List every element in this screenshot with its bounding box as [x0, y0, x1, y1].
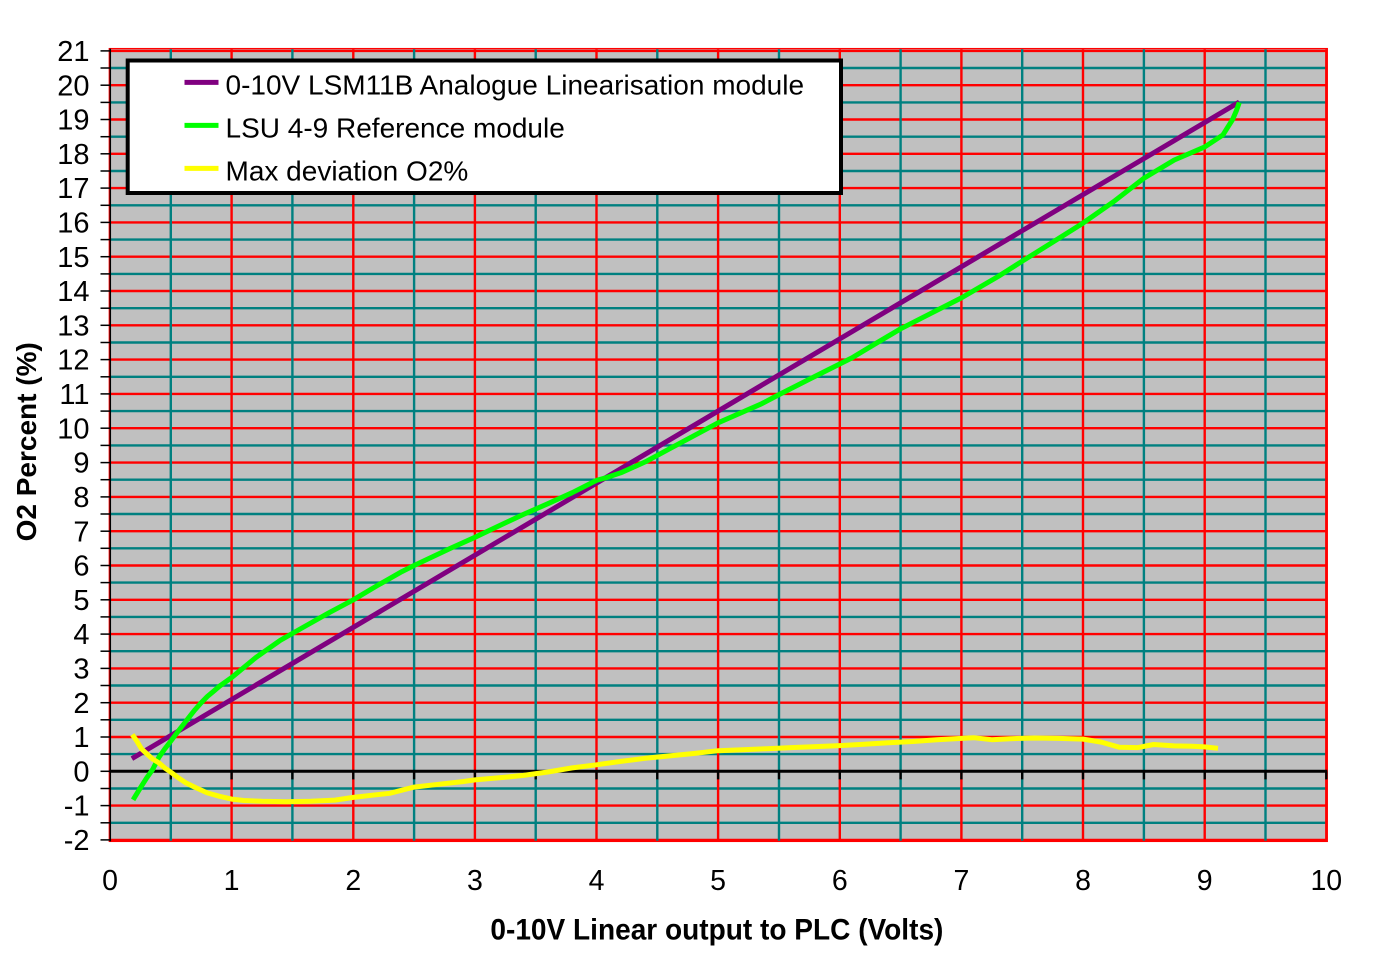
svg-text:5: 5: [73, 585, 89, 617]
svg-text:Max deviation O2%: Max deviation O2%: [226, 156, 469, 187]
svg-text:12: 12: [57, 345, 89, 377]
svg-text:10: 10: [57, 413, 89, 445]
svg-text:-1: -1: [64, 791, 90, 823]
svg-text:O2 Percent (%): O2 Percent (%): [11, 342, 42, 541]
svg-text:3: 3: [73, 654, 89, 686]
svg-text:8: 8: [1075, 865, 1091, 897]
svg-text:4: 4: [73, 619, 89, 651]
svg-text:7: 7: [953, 865, 969, 897]
svg-text:10: 10: [1310, 865, 1342, 897]
svg-text:21: 21: [57, 36, 89, 68]
svg-text:3: 3: [467, 865, 483, 897]
svg-text:0-10V LSM11B Analogue Linearis: 0-10V LSM11B Analogue Linearisation modu…: [226, 70, 805, 101]
svg-text:0: 0: [102, 865, 118, 897]
svg-text:6: 6: [832, 865, 848, 897]
svg-text:5: 5: [710, 865, 726, 897]
svg-text:4: 4: [589, 865, 605, 897]
svg-text:20: 20: [57, 70, 89, 102]
svg-text:2: 2: [345, 865, 361, 897]
svg-text:14: 14: [57, 276, 89, 308]
svg-text:17: 17: [57, 173, 89, 205]
svg-text:16: 16: [57, 208, 89, 240]
svg-text:19: 19: [57, 105, 89, 137]
svg-text:15: 15: [57, 242, 89, 274]
svg-text:-2: -2: [64, 825, 90, 857]
svg-text:13: 13: [57, 310, 89, 342]
svg-text:1: 1: [224, 865, 240, 897]
svg-text:8: 8: [73, 482, 89, 514]
svg-text:2: 2: [73, 688, 89, 720]
svg-text:0-10V Linear output to PLC (Vo: 0-10V Linear output to PLC (Volts): [490, 914, 943, 947]
svg-text:0: 0: [73, 756, 89, 788]
svg-text:6: 6: [73, 551, 89, 583]
svg-text:11: 11: [59, 379, 89, 411]
svg-text:9: 9: [1197, 865, 1213, 897]
svg-text:1: 1: [73, 722, 89, 754]
svg-text:7: 7: [73, 516, 89, 548]
svg-text:LSU 4-9 Reference module: LSU 4-9 Reference module: [226, 113, 565, 144]
svg-text:9: 9: [73, 448, 89, 480]
svg-text:18: 18: [57, 139, 89, 171]
